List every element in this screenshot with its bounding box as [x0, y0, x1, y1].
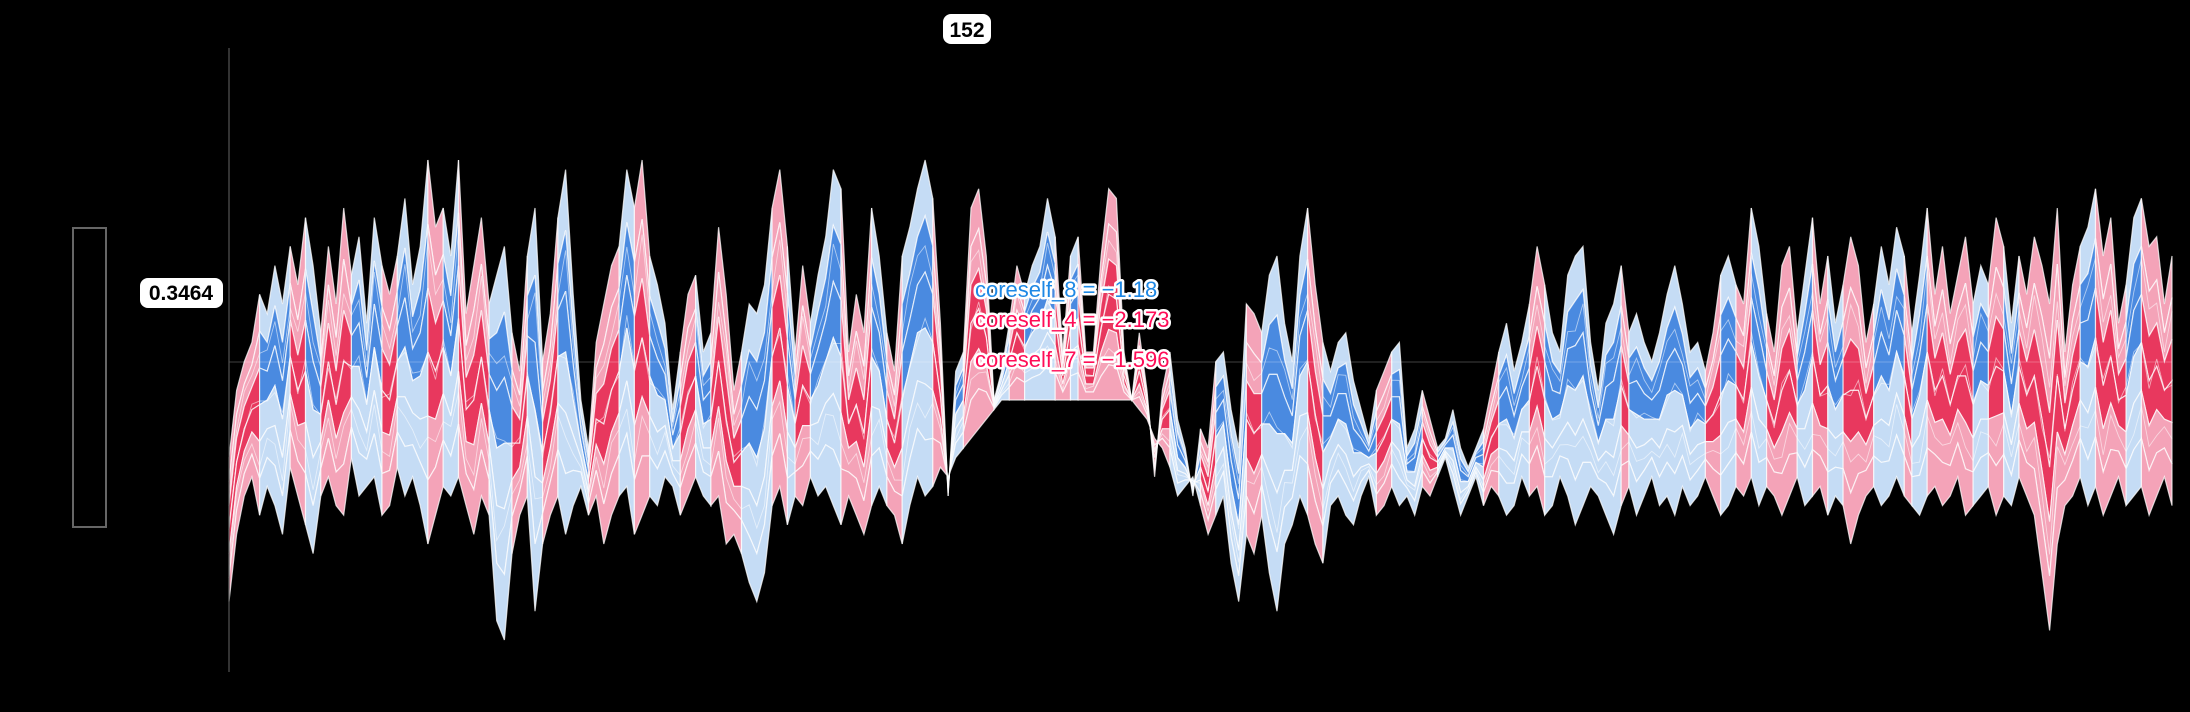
top-index-badge-bg — [943, 14, 991, 44]
force-band-negative — [1827, 466, 1844, 516]
feature-label-halo-2: coreself_7 = −1.596 — [975, 347, 1169, 372]
force-area-layers — [228, 159, 2173, 641]
feature-label-coreself-7: coreself_7 = −1.596 — [975, 347, 1169, 372]
base-value-label: 0.3464 — [149, 282, 214, 305]
force-band-negative — [1069, 371, 1079, 401]
force-band-negative — [809, 443, 842, 526]
base-value-badge-bg — [140, 278, 223, 308]
force-texture-line — [228, 284, 2173, 530]
feature-label-halo-0: coreself_8 = −1.18 — [975, 277, 1157, 302]
base-value-badge: 0.3464 — [140, 278, 223, 308]
force-texture-line — [228, 230, 2173, 495]
top-index-badge: 152 — [943, 14, 991, 44]
force-texture-line — [228, 345, 2173, 569]
feature-label-coreself-4: coreself_4 = −2.173 — [975, 307, 1169, 332]
force-band-positive — [1077, 187, 1171, 477]
top-index-label: 152 — [949, 19, 984, 42]
feature-label-coreself-8: coreself_8 = −1.18 — [975, 277, 1157, 302]
force-band-positive — [1620, 459, 1630, 506]
feature-label-halo-1: coreself_4 = −2.173 — [975, 307, 1169, 332]
range-brush[interactable] — [72, 227, 107, 528]
force-band-positive — [2140, 438, 2173, 518]
feature-annotations: coreself_8 = −1.18 coreself_8 = −1.18 co… — [973, 275, 1172, 375]
force-band-negative — [786, 470, 796, 525]
